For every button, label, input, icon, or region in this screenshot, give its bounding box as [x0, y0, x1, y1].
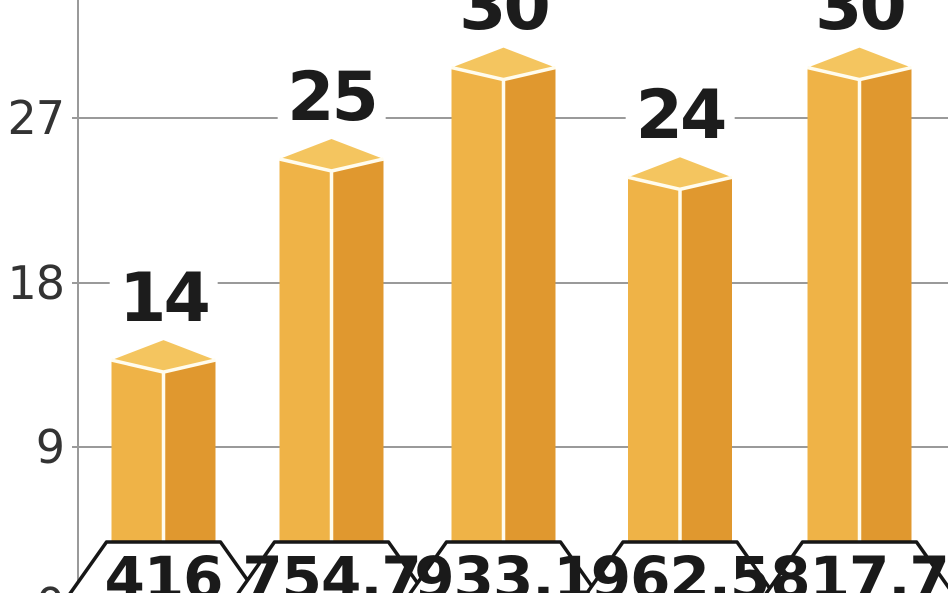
- y-tick-label: 9: [35, 420, 65, 475]
- category-hexagon: [764, 540, 948, 593]
- bar-side-face: [859, 67, 912, 543]
- bar-side-face: [503, 67, 556, 543]
- y-axis-line: [77, 0, 79, 593]
- bar-front-face: [279, 159, 332, 543]
- bar-edge-highlight: [807, 65, 912, 543]
- bar-edge-highlight: [279, 157, 384, 543]
- bar-top-face: [111, 340, 216, 373]
- bar-edge-highlight: [111, 358, 216, 543]
- category-label: 933,1: [414, 544, 593, 593]
- category-hexagon: [68, 540, 259, 593]
- bar-front-face: [451, 67, 504, 543]
- bar-front-face: [807, 67, 860, 543]
- category-label: 962,5: [590, 544, 770, 593]
- category-label: 817,7: [770, 544, 948, 593]
- value-label: 14: [109, 265, 218, 334]
- value-label: 30: [805, 0, 914, 41]
- bar-edge-highlight: [627, 175, 733, 543]
- y-tick-label: 0: [0, 582, 65, 593]
- y-tick-label: 18: [7, 255, 65, 310]
- category-hexagon: [584, 540, 776, 593]
- bar-top-face: [279, 139, 384, 171]
- category-label: 416: [104, 544, 223, 593]
- category-label: 754,7: [242, 544, 421, 593]
- bar-front-face: [628, 177, 680, 543]
- value-label: 25: [277, 64, 386, 132]
- bar-side-face: [163, 360, 216, 543]
- category-hexagon: [408, 540, 599, 593]
- value-label: 30: [449, 0, 558, 41]
- bar-side-face: [680, 177, 732, 543]
- bar-top-face: [807, 47, 912, 80]
- bar-front-face: [111, 360, 164, 543]
- value-label: 24: [625, 82, 735, 151]
- y-tick-label: 27: [7, 91, 65, 146]
- bar-top-face: [628, 157, 732, 190]
- category-hexagon: [236, 540, 427, 593]
- bar-edge-highlight: [451, 65, 556, 543]
- bar-side-face: [331, 159, 384, 543]
- bar-top-face: [451, 47, 556, 80]
